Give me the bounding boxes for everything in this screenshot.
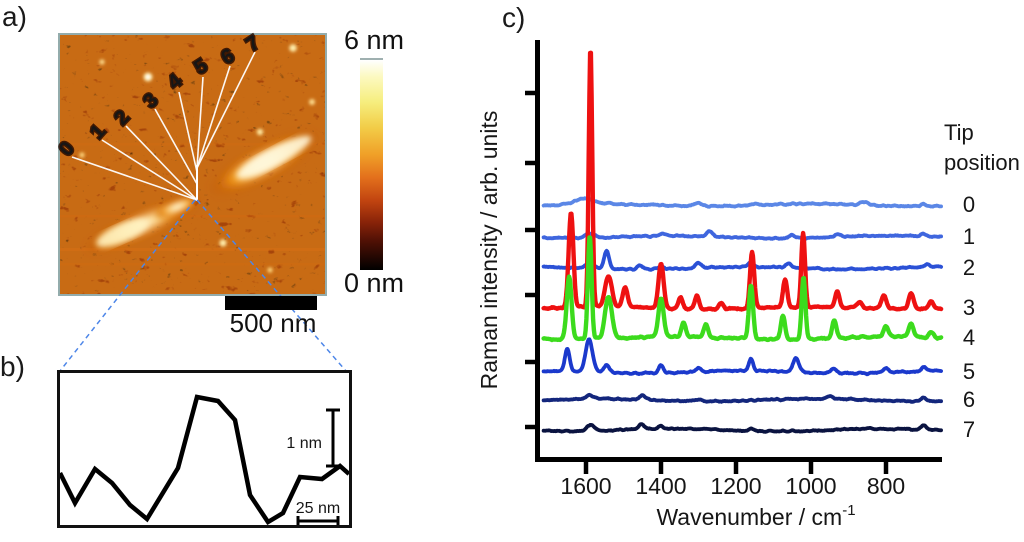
colorbar xyxy=(360,58,383,270)
tip-position-label-3: 3 xyxy=(963,295,975,320)
afm-tip-line-0 xyxy=(71,156,198,201)
tip-position-label-5: 5 xyxy=(963,359,975,384)
spectrum-trace-5 xyxy=(541,337,944,377)
spectrum-trace-2 xyxy=(541,248,944,272)
panel-a-label: a) xyxy=(2,1,27,32)
tip-position-label-0: 0 xyxy=(963,192,975,217)
tip-position-label-6: 6 xyxy=(963,387,975,412)
tip-position-label-7: 7 xyxy=(963,417,975,442)
spectrum-trace-0 xyxy=(541,196,944,209)
tip-position-label-1: 1 xyxy=(963,224,975,249)
afm-tip-line-5 xyxy=(196,76,204,169)
afm-tip-line-6 xyxy=(196,65,231,169)
profile-vertical-scale-bar: 1 nm xyxy=(286,408,340,468)
spectrum-trace-7 xyxy=(541,422,944,434)
afm-tip-line-1 xyxy=(101,139,198,201)
afm-tip-line-4 xyxy=(178,91,198,173)
x-tick-label: 1000 xyxy=(785,473,836,499)
colorbar-max-label: 6 nm xyxy=(344,25,405,55)
colorbar-min-label: 0 nm xyxy=(344,268,405,298)
height-profile-trace xyxy=(60,394,349,525)
afm-fibril-right xyxy=(208,130,320,196)
tip-position-label-4: 4 xyxy=(963,325,975,350)
x-tick-label: 1200 xyxy=(710,473,761,499)
raman-spectra-chart: 1600 1400 1200 1000 800 Wavenumber / cm-1 Rama… xyxy=(476,40,1020,530)
spectrum-trace-1 xyxy=(541,229,944,241)
panel-c-label: c) xyxy=(502,2,526,33)
x-axis-label: Wavenumber / cm-1 xyxy=(656,502,855,530)
x-tick-label: 1600 xyxy=(560,473,611,499)
y-axis-label: Raman intensity / arb. units xyxy=(476,111,502,390)
spectrum-trace-3 xyxy=(541,50,944,312)
afm-tip-line-7 xyxy=(196,51,256,169)
afm-tip-line-3 xyxy=(154,108,198,185)
profile-vscale-label: 1 nm xyxy=(286,435,322,452)
legend-title-line: Tip xyxy=(944,120,974,145)
afm-tip-line-2 xyxy=(125,125,198,201)
spectrum-trace-4 xyxy=(541,235,944,343)
x-tick-label: 800 xyxy=(867,473,905,499)
spectrum-trace-6 xyxy=(541,392,944,404)
profile-horizontal-scale-bar: 25 nm xyxy=(296,500,340,525)
height-profile-panel: 1 nm 25 nm xyxy=(57,370,352,528)
height-profile-chart: 1 nm 25 nm xyxy=(60,394,349,525)
tip-position-label-2: 2 xyxy=(963,255,975,280)
panel-b-label: b) xyxy=(0,351,25,382)
scale-bar-label: 500 nm xyxy=(229,308,317,338)
legend-title-line: position xyxy=(944,150,1020,175)
x-tick-label: 1400 xyxy=(635,473,686,499)
profile-hscale-label: 25 nm xyxy=(296,500,340,517)
